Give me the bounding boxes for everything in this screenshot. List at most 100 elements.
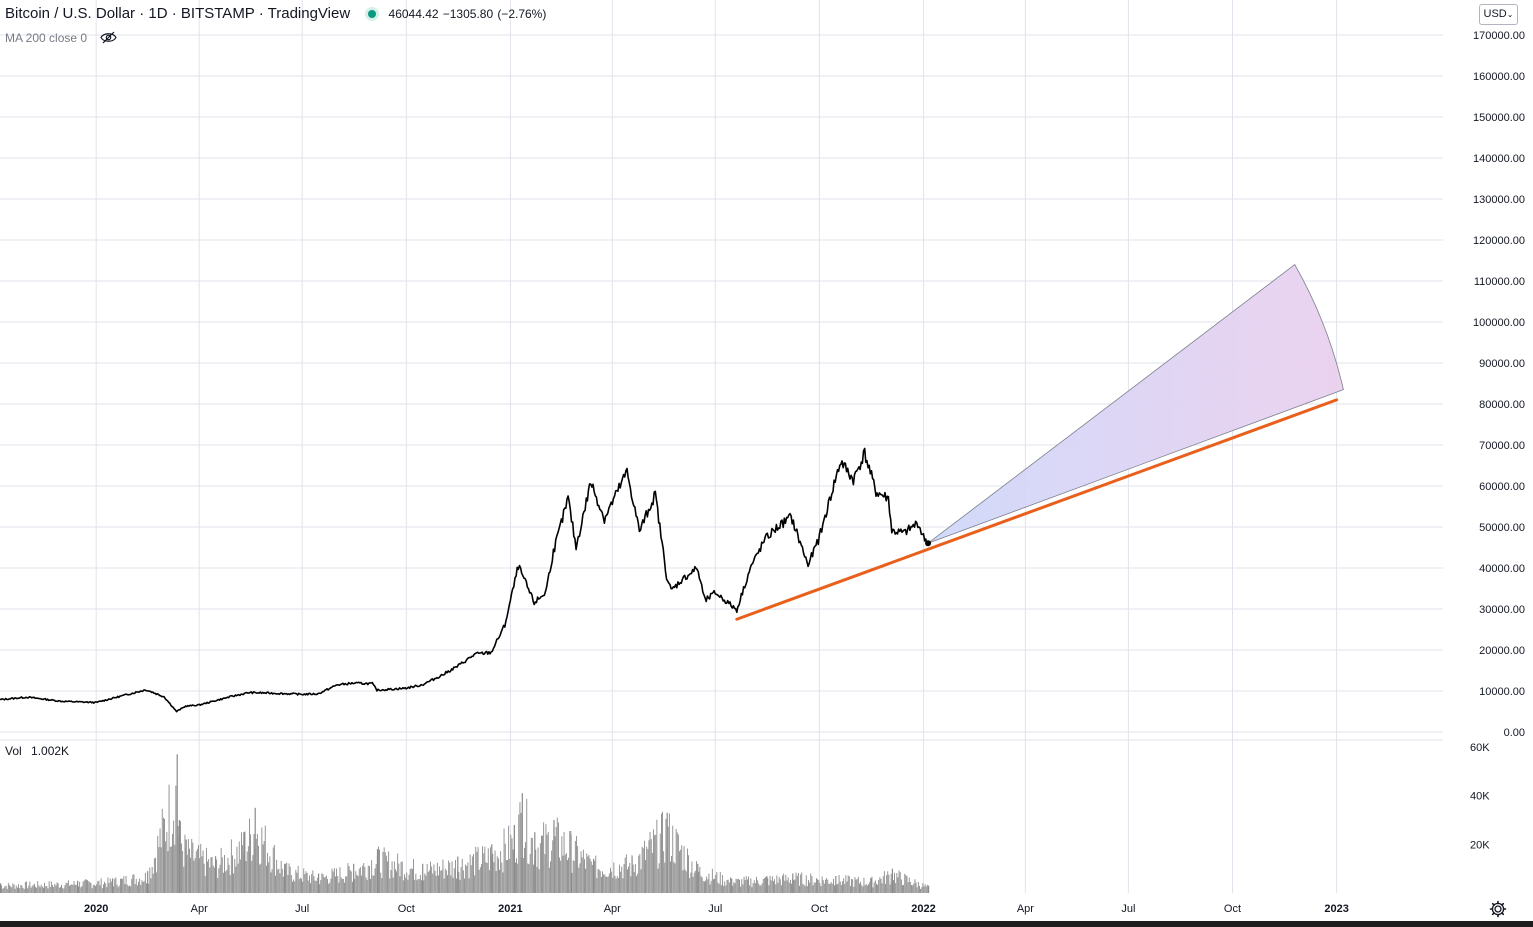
volume-bar (780, 885, 782, 893)
volume-bar (828, 883, 830, 893)
volume-bar (666, 812, 668, 893)
volume-bar (791, 883, 792, 893)
volume-bar (717, 882, 719, 893)
volume-bar (782, 875, 783, 893)
volume-bar (926, 884, 928, 893)
volume-bar (156, 872, 158, 893)
volume-bar (161, 808, 163, 893)
volume-bar (316, 877, 318, 893)
volume-bar (399, 876, 401, 893)
volume-bar (685, 871, 687, 893)
volume-bar (185, 839, 187, 893)
volume-bar (476, 851, 478, 893)
volume-bar (596, 878, 598, 893)
volume-bar (305, 871, 307, 893)
last-price: 46044.42 (388, 7, 439, 21)
volume-bar (535, 849, 537, 893)
volume-bar (494, 850, 496, 893)
volume-bar (484, 846, 486, 893)
volume-bar (762, 879, 764, 893)
volume-bar (212, 865, 214, 893)
volume-bar (496, 856, 498, 893)
eye-crossed-icon[interactable] (100, 31, 118, 47)
volume-bar (91, 888, 93, 893)
volume-bar (595, 855, 597, 893)
volume-bar (511, 838, 513, 893)
volume-bar (610, 867, 611, 893)
volume-bar (385, 855, 387, 893)
volume-bar (186, 854, 188, 893)
price-tick-label: 60000.00 (1479, 481, 1525, 493)
volume-legend[interactable]: Vol 1.002K (5, 744, 69, 758)
volume-bar (424, 873, 426, 893)
volume-bar (834, 885, 835, 893)
volume-bar (682, 870, 684, 893)
chevron-down-icon: ⌄ (1506, 10, 1514, 19)
indicator-legend[interactable]: MA 200 close 0 (5, 31, 118, 47)
volume-bar (500, 851, 502, 893)
volume-bar (37, 881, 39, 893)
volume-bar (261, 827, 263, 893)
volume-bar (97, 881, 99, 893)
volume-bar (727, 879, 729, 893)
volume-bar (854, 877, 856, 893)
volume-bar (400, 861, 402, 893)
volume-bar (374, 868, 376, 893)
volume-bar (900, 879, 902, 893)
volume-bar (92, 885, 94, 893)
volume-bar (247, 846, 249, 893)
volume-bar (879, 877, 881, 893)
volume-bar (175, 785, 177, 893)
volume-bar (675, 828, 677, 893)
volume-bar (189, 848, 190, 893)
volume-bar (440, 870, 442, 893)
volume-bar (262, 844, 264, 893)
volume-bar (809, 882, 811, 893)
volume-bar (220, 847, 222, 893)
volume-bar (38, 885, 40, 893)
volume-bar (375, 863, 377, 893)
volume-bar (632, 864, 634, 893)
volume-bar (519, 802, 521, 893)
volume-bar (640, 869, 642, 893)
volume-bar (513, 824, 515, 893)
volume-bar (704, 881, 705, 893)
symbol-header[interactable]: Bitcoin / U.S. Dollar · 1D · BITSTAMP · … (5, 5, 546, 22)
drawings[interactable] (735, 264, 1344, 621)
volume-bar (560, 860, 562, 893)
volume-bar (312, 870, 314, 893)
volume-bar (576, 836, 577, 893)
volume-bar (630, 876, 632, 893)
price-line (0, 447, 929, 713)
volume-bar (462, 870, 464, 893)
volume-bar (301, 878, 302, 893)
volume-bar (379, 849, 380, 893)
volume-bar (730, 877, 731, 893)
volume-bar (101, 888, 103, 893)
currency-button[interactable]: USD⌄ (1479, 4, 1518, 25)
volume-bar (269, 856, 271, 893)
volume-bar (690, 872, 692, 893)
volume-bar (29, 881, 31, 893)
volume-bar (44, 882, 45, 893)
gear-icon[interactable] (1488, 899, 1508, 919)
volume-bar (239, 859, 241, 893)
price-tick-label: 130000.00 (1473, 194, 1525, 206)
volume-bar (48, 881, 50, 893)
volume-bar (230, 839, 232, 893)
volume-bar (226, 869, 228, 893)
volume-bar (578, 867, 580, 893)
volume-bar (479, 867, 481, 893)
volume-bar (142, 882, 144, 893)
volume-bar (571, 872, 573, 893)
volume-bar (920, 889, 921, 893)
volume-bar (916, 887, 918, 893)
volume-bar (741, 879, 743, 893)
volume-bar (836, 884, 838, 893)
volume-bar (288, 863, 290, 893)
volume-bar (129, 885, 130, 893)
volume-bar (254, 807, 256, 893)
volume-bar (232, 855, 233, 893)
volume-bar (23, 888, 25, 893)
